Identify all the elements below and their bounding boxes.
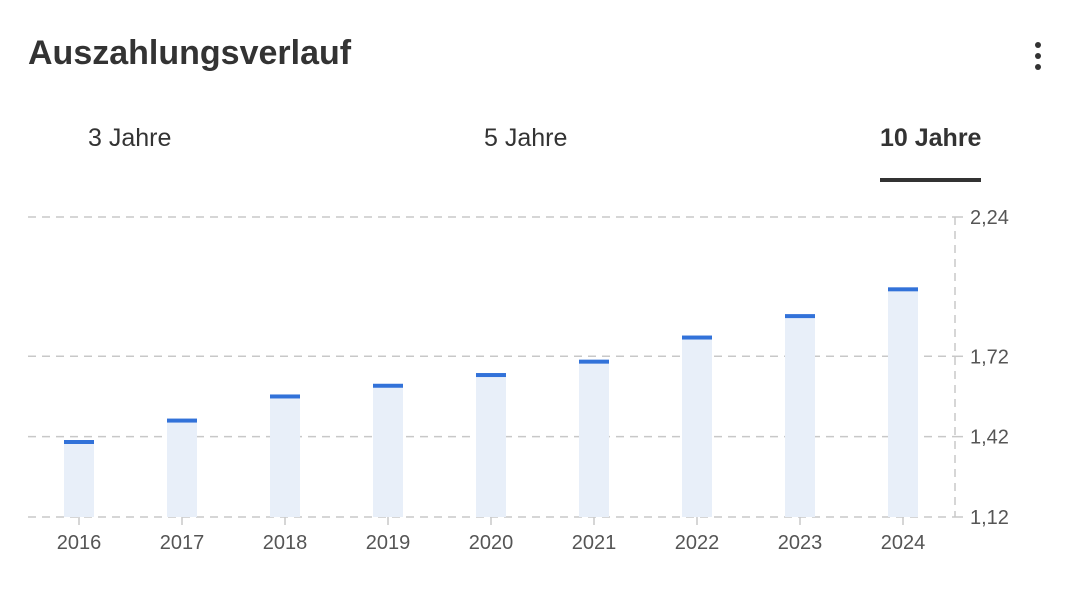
value-marker <box>64 440 94 444</box>
x-tick-label: 2016 <box>57 532 102 554</box>
bar <box>888 289 918 517</box>
value-marker <box>476 373 506 378</box>
x-tick-label: 2021 <box>572 532 617 554</box>
more-vertical-icon <box>1035 42 1041 48</box>
value-marker <box>373 383 403 388</box>
x-tick-label: 2024 <box>881 532 926 554</box>
value-marker <box>167 418 197 423</box>
x-tick-label: 2017 <box>160 532 205 554</box>
y-tick-label: 1,72 <box>970 346 1009 368</box>
tab-3-years[interactable]: 3 Jahre <box>88 124 172 152</box>
x-tick-label: 2022 <box>675 532 720 554</box>
value-marker <box>888 287 918 292</box>
tab-5-years[interactable]: 5 Jahre <box>484 124 568 152</box>
y-tick-label: 1,42 <box>970 427 1009 449</box>
value-marker <box>579 359 609 364</box>
bar <box>64 442 94 517</box>
tab-10-years[interactable]: 10 Jahre <box>880 124 982 182</box>
x-tick-label: 2020 <box>469 532 514 554</box>
bar <box>167 420 197 517</box>
bar <box>270 396 300 517</box>
bar <box>579 361 609 517</box>
more-vertical-icon <box>1035 53 1041 59</box>
y-tick-label: 2,24 <box>970 207 1009 229</box>
y-tick-label: 1,12 <box>970 507 1009 529</box>
value-marker <box>785 314 815 319</box>
more-options-button[interactable] <box>1022 38 1054 74</box>
x-tick-label: 2019 <box>366 532 411 554</box>
value-marker <box>270 394 300 399</box>
chart-title: Auszahlungsverlauf <box>28 34 352 72</box>
bar <box>373 385 403 517</box>
bar <box>476 375 506 517</box>
more-vertical-icon <box>1035 64 1041 70</box>
x-tick-label: 2023 <box>778 532 823 554</box>
value-marker <box>682 335 712 340</box>
bar <box>682 337 712 517</box>
bar <box>785 316 815 517</box>
x-tick-label: 2018 <box>263 532 308 554</box>
